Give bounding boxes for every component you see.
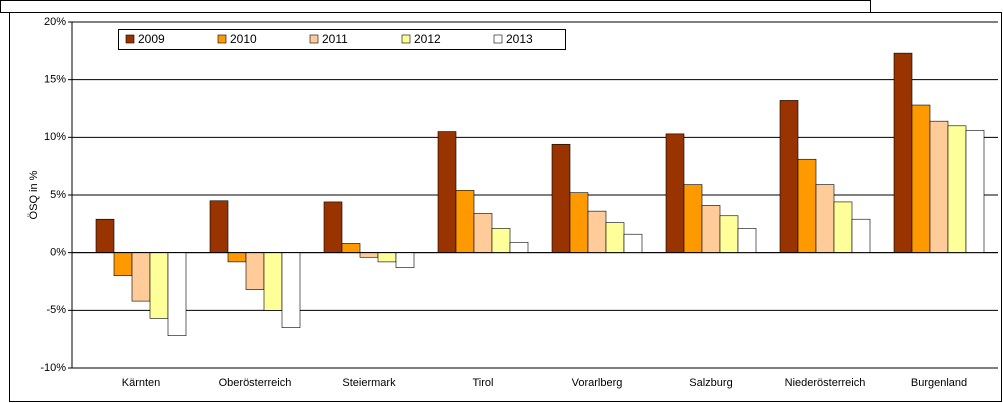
y-axis-label: ÖSQ in % <box>28 170 40 219</box>
frame <box>9 12 1002 402</box>
y-tick-label: 0% <box>50 247 66 259</box>
y-tick-label: 10% <box>44 131 66 143</box>
bar <box>245 252 265 290</box>
x-tick-label: Salzburg <box>689 377 732 389</box>
bar <box>455 190 475 253</box>
frame-top <box>0 0 871 13</box>
y-tick-label: -5% <box>46 304 66 316</box>
bar <box>929 120 949 253</box>
legend-swatch <box>125 34 135 44</box>
bar <box>113 252 133 277</box>
bar <box>665 133 685 253</box>
bar <box>377 252 397 263</box>
x-tick-label: Kärnten <box>122 377 161 389</box>
legend-box <box>118 29 566 50</box>
bar <box>341 243 361 253</box>
legend-label: 2009 <box>138 32 165 46</box>
bar <box>833 201 853 253</box>
bar <box>605 222 625 253</box>
bar <box>209 200 229 253</box>
bar <box>587 210 607 253</box>
y-tick-label: 20% <box>44 16 66 28</box>
bar <box>149 252 169 319</box>
bar <box>779 100 799 253</box>
bar <box>437 131 457 253</box>
bar <box>323 201 343 253</box>
bar <box>95 218 115 253</box>
bar <box>737 228 757 253</box>
bar <box>167 252 187 337</box>
bar <box>797 158 817 253</box>
legend-label: 2012 <box>414 32 441 46</box>
legend-swatch <box>401 34 411 44</box>
bar <box>395 252 415 268</box>
x-tick-label: Steiermark <box>342 377 396 389</box>
x-tick-label: Vorarlberg <box>572 377 623 389</box>
x-tick-label: Oberösterreich <box>219 377 292 389</box>
bar <box>719 215 739 253</box>
bar <box>623 233 643 253</box>
bar <box>815 184 835 253</box>
legend-label: 2013 <box>506 32 533 46</box>
legend-swatch <box>309 34 319 44</box>
bar <box>683 184 703 253</box>
bar <box>893 52 913 253</box>
y-tick-label: -10% <box>40 362 66 374</box>
x-tick-label: Niederösterreich <box>785 377 866 389</box>
bar <box>701 205 721 253</box>
bar <box>263 252 283 311</box>
legend-swatch <box>493 34 503 44</box>
y-tick-label: 15% <box>44 74 66 86</box>
bar <box>851 218 871 253</box>
bar <box>911 104 931 253</box>
bar <box>491 228 511 253</box>
bar <box>551 143 571 253</box>
legend-label: 2010 <box>230 32 257 46</box>
x-tick-label: Tirol <box>473 377 494 389</box>
bar <box>227 252 247 263</box>
bar <box>569 192 589 253</box>
legend-swatch <box>217 34 227 44</box>
bar <box>359 252 379 258</box>
bar <box>965 130 985 253</box>
bar <box>509 241 529 253</box>
y-tick-label: 5% <box>50 189 66 201</box>
legend-label: 2011 <box>322 32 348 46</box>
bar <box>947 125 967 253</box>
bar <box>131 252 151 302</box>
bar <box>281 252 301 328</box>
x-tick-label: Burgenland <box>911 377 967 389</box>
bar <box>473 213 493 253</box>
